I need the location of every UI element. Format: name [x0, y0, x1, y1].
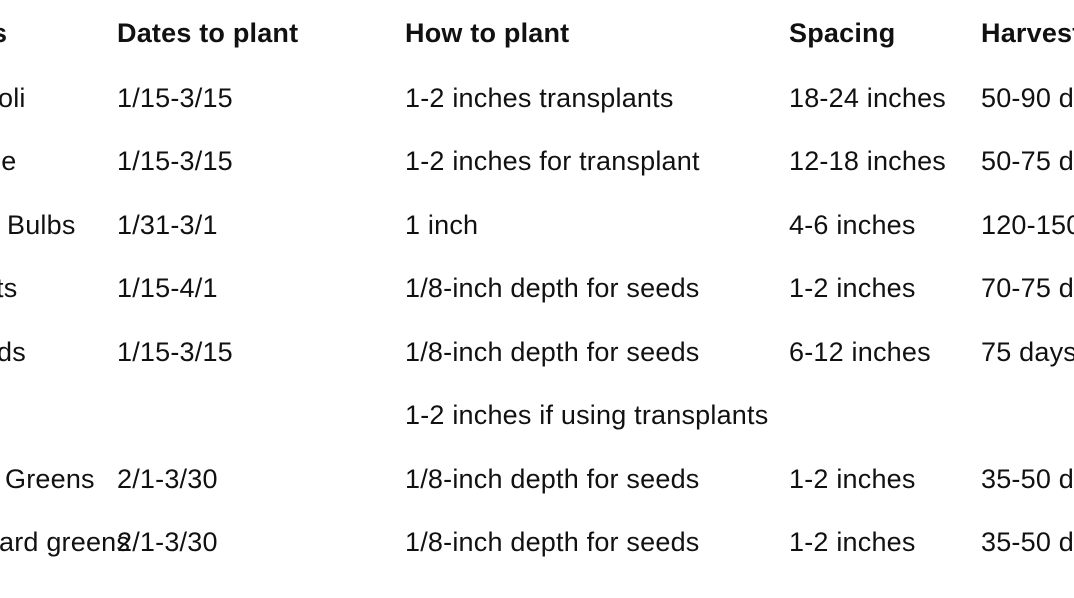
row-1-how: 1-2 inches for transplant [405, 146, 700, 176]
header-how-to-plant: How to plant [405, 18, 570, 48]
row-2-dates: 1/31-3/1 [117, 210, 218, 240]
row-6-crop: Greens [5, 464, 95, 494]
row-7-spacing: 1-2 inches [789, 527, 916, 557]
row-6-how: 1/8-inch depth for seeds [405, 464, 700, 494]
row-6-dates: 2/1-3/30 [117, 464, 218, 494]
row-6-spacing: 1-2 inches [789, 464, 916, 494]
row-5-how: 1-2 inches if using transplants [405, 400, 769, 430]
row-4-harvest: 75 days [981, 337, 1074, 367]
header-harvest: Harvest [981, 18, 1074, 48]
row-3-how: 1/8-inch depth for seeds [405, 273, 700, 303]
row-7-crop: ard greens [0, 527, 131, 557]
row-7-how: 1/8-inch depth for seeds [405, 527, 700, 557]
row-3-spacing: 1-2 inches [789, 273, 916, 303]
row-0-crop: oli [0, 83, 26, 113]
row-1-harvest: 50-75 d [981, 146, 1074, 176]
row-3-crop: ts [0, 273, 18, 303]
row-1-spacing: 12-18 inches [789, 146, 947, 176]
row-4-crop: ds [0, 337, 26, 367]
row-7-harvest: 35-50 d [981, 527, 1074, 557]
row-0-dates: 1/15-3/15 [117, 83, 233, 113]
header-dates-to-plant: Dates to plant [117, 18, 299, 48]
header-crop: s [0, 16, 7, 50]
row-0-how: 1-2 inches transplants [405, 83, 674, 113]
row-3-dates: 1/15-4/1 [117, 273, 218, 303]
row-3-harvest: 70-75 d [981, 273, 1074, 303]
row-2-spacing: 4-6 inches [789, 210, 916, 240]
row-4-spacing: 6-12 inches [789, 337, 931, 367]
row-2-crop: Bulbs [7, 210, 76, 240]
row-1-crop: ge [0, 146, 17, 176]
row-4-how: 1/8-inch depth for seeds [405, 337, 700, 367]
row-7-dates: 2/1-3/30 [117, 527, 218, 557]
header-spacing: Spacing [789, 18, 896, 48]
row-2-how: 1 inch [405, 210, 479, 240]
row-1-dates: 1/15-3/15 [117, 146, 233, 176]
row-6-harvest: 35-50 d [981, 464, 1074, 494]
row-4-dates: 1/15-3/15 [117, 337, 233, 367]
row-0-spacing: 18-24 inches [789, 83, 947, 113]
row-2-harvest: 120-150 [981, 210, 1074, 240]
row-0-harvest: 50-90 d [981, 83, 1074, 113]
